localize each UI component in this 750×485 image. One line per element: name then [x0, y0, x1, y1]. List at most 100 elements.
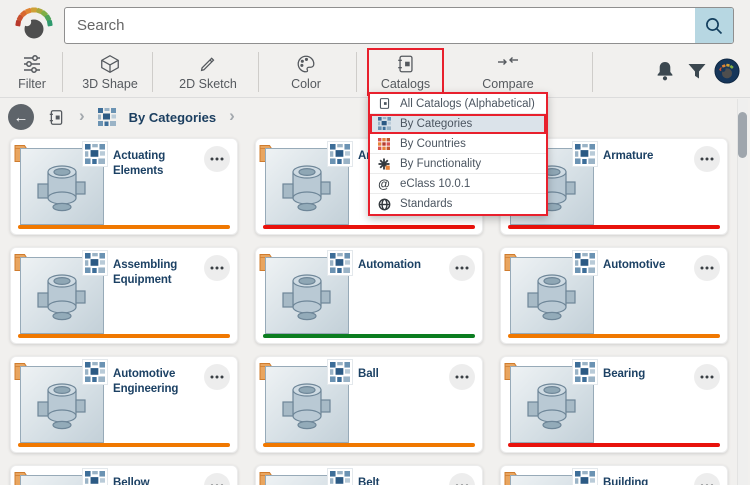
notifications-bell-icon[interactable]: [652, 58, 678, 84]
toolbar-label: 3D Shape: [82, 77, 138, 91]
catalog-card-title: Automotive: [603, 259, 666, 271]
toolbar-divider: [356, 52, 357, 92]
menu-item-label: Standards: [400, 198, 453, 210]
toolbar-label: Compare: [482, 77, 534, 91]
toolbar-item-filter[interactable]: Filter: [8, 50, 56, 94]
breadcrumb-title[interactable]: By Categories: [128, 109, 217, 125]
catalog-card[interactable]: Bellow: [10, 465, 238, 485]
part-image: [527, 382, 576, 429]
catalog-card-title: Bearing: [603, 368, 646, 380]
card-accent-bar: [263, 334, 475, 338]
categories-mosaic-icon: [377, 117, 391, 131]
toolbar-item-catalogs[interactable]: Catalogs: [381, 50, 430, 94]
menu-item-by-countries[interactable]: By Countries: [370, 134, 546, 154]
card-accent-bar: [18, 334, 230, 338]
categories-mosaic-icon: [328, 142, 352, 166]
menu-item-standards[interactable]: Standards: [370, 194, 546, 214]
breadcrumb: ← › By Categories ›: [8, 100, 235, 134]
toolbar-divider: [62, 52, 63, 92]
back-arrow-icon: ←: [13, 108, 29, 126]
categories-mosaic-icon: [573, 469, 597, 485]
card-menu-button[interactable]: [449, 255, 475, 281]
card-accent-bar: [18, 443, 230, 447]
catalogs-dropdown-menu: All Catalogs (Alphabetical) By Categorie…: [368, 92, 548, 216]
catalog-card[interactable]: Automotive Engineering: [10, 356, 238, 453]
menu-item-all-catalogs[interactable]: All Catalogs (Alphabetical): [370, 94, 546, 114]
scrollbar-thumb[interactable]: [738, 112, 747, 158]
breadcrumb-catalog-icon[interactable]: [47, 108, 66, 127]
part-thumbnail: [20, 257, 104, 334]
catalog-card-title: Automation: [358, 259, 421, 271]
card-menu-button[interactable]: [204, 364, 230, 390]
catalog-card-title: Assembling Equipment: [113, 259, 178, 286]
filter-sliders-icon: [20, 53, 44, 75]
toolbar-label: Color: [291, 77, 321, 91]
catalog-card[interactable]: Building Technique: [500, 465, 728, 485]
catalog-card[interactable]: Bearing: [500, 356, 728, 453]
card-menu-button[interactable]: [449, 473, 475, 485]
catalog-card[interactable]: Actuating Elements: [10, 138, 238, 235]
card-menu-button[interactable]: [694, 146, 720, 172]
filter-funnel-icon[interactable]: [684, 58, 710, 84]
scrollbar-track[interactable]: [737, 99, 748, 485]
gauge-logo-icon[interactable]: [8, 2, 60, 44]
ellipsis-icon: [700, 266, 714, 270]
catalog-card-title: Armature: [603, 150, 654, 162]
toolbar-divider: [592, 52, 593, 92]
catalog-card-title: Actuating Elements: [113, 150, 166, 177]
menu-item-by-functionality[interactable]: By Functionality: [370, 154, 546, 174]
menu-item-label: By Functionality: [400, 157, 482, 170]
catalog-card-title: Belt: [358, 477, 380, 485]
card-menu-button[interactable]: [204, 473, 230, 485]
card-menu-button[interactable]: [449, 364, 475, 390]
back-button[interactable]: ←: [8, 104, 34, 130]
search-box: [64, 7, 734, 44]
categories-mosaic-icon: [573, 251, 597, 275]
catalog-card[interactable]: Belt: [255, 465, 483, 485]
menu-item-by-categories[interactable]: By Categories: [370, 114, 546, 134]
toolbar-divider: [152, 52, 153, 92]
card-menu-button[interactable]: [204, 255, 230, 281]
card-menu-button[interactable]: [694, 473, 720, 485]
functionality-icon: [377, 157, 391, 171]
cube-icon: [99, 53, 121, 75]
card-menu-button[interactable]: [694, 364, 720, 390]
card-menu-button[interactable]: [694, 255, 720, 281]
categories-mosaic-icon: [573, 142, 597, 166]
toolbar-divider: [258, 52, 259, 92]
chevron-right-icon: ›: [79, 105, 85, 125]
categories-mosaic-icon: [573, 360, 597, 384]
catalog-card[interactable]: Automotive: [500, 247, 728, 344]
toolbar-item-compare[interactable]: Compare: [458, 50, 558, 94]
categories-mosaic-icon: [83, 469, 107, 485]
card-accent-bar: [263, 443, 475, 447]
toolbar-item-color[interactable]: Color: [270, 50, 342, 94]
search-input[interactable]: [65, 8, 695, 43]
catalog-card-title: Building Technique: [603, 477, 649, 485]
catalog-card-title: Bellow: [113, 477, 150, 485]
catalog-card[interactable]: Automation: [255, 247, 483, 344]
categories-mosaic-icon: [83, 142, 107, 166]
menu-item-label: All Catalogs (Alphabetical): [400, 97, 535, 110]
menu-item-label: eClass 10.0.1: [400, 177, 471, 190]
pencil-icon: [197, 53, 219, 75]
card-accent-bar: [508, 334, 720, 338]
card-menu-button[interactable]: [204, 146, 230, 172]
part-image: [37, 382, 86, 429]
menu-item-label: By Categories: [400, 117, 473, 130]
part-image: [37, 273, 86, 320]
catalog-book-icon: [395, 53, 417, 75]
toolbar-item-2d-sketch[interactable]: 2D Sketch: [163, 50, 253, 94]
compare-arrows-icon: [495, 53, 521, 75]
search-button[interactable]: [695, 8, 733, 43]
toolbar-item-3d-shape[interactable]: 3D Shape: [72, 50, 148, 94]
card-accent-bar: [508, 443, 720, 447]
catalog-card[interactable]: Ball: [255, 356, 483, 453]
catalog-card[interactable]: Assembling Equipment: [10, 247, 238, 344]
catalog-card-title: Automotive Engineering: [113, 368, 179, 395]
menu-item-eclass[interactable]: @ eClass 10.0.1: [370, 174, 546, 194]
menu-item-label: By Countries: [400, 137, 466, 150]
part-image: [37, 164, 86, 211]
toolbar-label: Filter: [18, 77, 46, 91]
user-avatar[interactable]: [714, 58, 740, 84]
